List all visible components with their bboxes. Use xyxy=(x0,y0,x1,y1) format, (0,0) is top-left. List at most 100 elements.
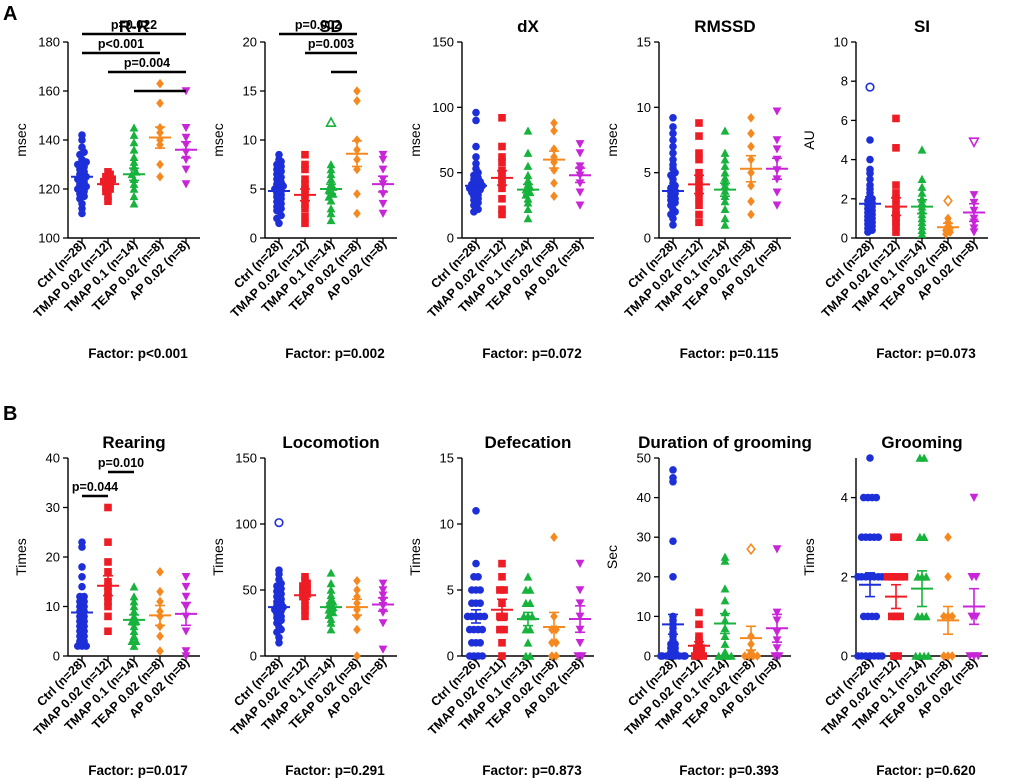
data-point xyxy=(892,144,900,152)
data-point xyxy=(575,201,585,210)
p-value-label: p=0.002 xyxy=(295,18,341,32)
data-point xyxy=(523,126,533,135)
data-point xyxy=(498,142,506,151)
data-point xyxy=(772,545,782,554)
data-point xyxy=(917,188,927,197)
y-tick-label: 150 xyxy=(432,35,454,50)
data-point xyxy=(472,142,480,151)
data-point xyxy=(129,179,139,188)
data-point xyxy=(476,639,485,647)
data-point xyxy=(866,175,874,183)
data-point xyxy=(669,129,677,138)
data-point xyxy=(498,195,506,203)
y-tick-label: 30 xyxy=(637,530,651,545)
data-point xyxy=(892,181,900,189)
data-point xyxy=(669,142,677,151)
data-point xyxy=(78,573,86,581)
data-point xyxy=(944,213,952,224)
y-tick-label: 0 xyxy=(250,649,257,664)
data-point xyxy=(720,214,730,223)
data-point xyxy=(78,582,86,591)
factor-p-value: Factor: p=0.115 xyxy=(680,346,779,361)
y-axis-label: msec xyxy=(210,123,226,156)
data-point xyxy=(156,567,164,577)
data-point xyxy=(669,113,677,122)
outlier-point xyxy=(746,542,756,556)
data-point xyxy=(866,454,874,462)
data-point xyxy=(104,558,112,566)
y-tick-label: 50 xyxy=(440,165,454,180)
data-point xyxy=(892,189,900,197)
data-point xyxy=(353,96,361,106)
data-point xyxy=(681,652,689,660)
data-point xyxy=(275,639,283,647)
data-point xyxy=(525,651,535,660)
factor-p-value: Factor: p=0.873 xyxy=(482,763,582,778)
data-point xyxy=(498,639,506,647)
data-point xyxy=(80,592,88,601)
data-point xyxy=(894,652,902,660)
data-point xyxy=(301,150,309,159)
data-point xyxy=(695,119,703,127)
p-value-label: p=0.022 xyxy=(111,18,157,32)
p-value-label: p<0.001 xyxy=(98,37,144,51)
data-point xyxy=(378,209,388,218)
data-point xyxy=(969,493,979,502)
data-point xyxy=(669,155,677,164)
data-point xyxy=(944,651,952,661)
data-point xyxy=(866,155,874,164)
data-point xyxy=(129,602,139,611)
data-point xyxy=(156,631,164,641)
data-point xyxy=(523,148,533,157)
data-point xyxy=(550,126,558,136)
data-point xyxy=(747,128,755,139)
data-point xyxy=(550,532,558,542)
y-tick-label: 40 xyxy=(637,490,651,505)
y-tick-label: 15 xyxy=(243,84,257,99)
data-point xyxy=(720,148,730,157)
y-axis-label: Times xyxy=(407,538,423,576)
data-point xyxy=(500,625,508,634)
panel-label-b: B xyxy=(3,403,17,425)
data-point xyxy=(378,155,388,164)
data-point xyxy=(378,165,388,174)
data-point xyxy=(940,651,948,661)
data-point xyxy=(472,507,480,515)
data-point xyxy=(328,608,338,617)
data-point xyxy=(181,180,191,189)
data-point xyxy=(129,138,139,147)
data-point xyxy=(669,149,677,157)
factor-p-value: Factor: p=0.073 xyxy=(876,346,976,361)
y-axis-label: msec xyxy=(407,123,423,156)
data-point xyxy=(747,180,755,191)
data-point xyxy=(720,631,730,640)
data-point xyxy=(523,161,533,170)
data-point xyxy=(523,176,533,185)
y-tick-label: 15 xyxy=(440,451,454,466)
y-tick-label: 40 xyxy=(46,451,60,466)
data-point xyxy=(944,532,952,542)
chart-title: RMSSD xyxy=(694,17,755,36)
data-point xyxy=(944,572,952,582)
data-point xyxy=(156,646,164,656)
data-point xyxy=(669,537,677,545)
data-point xyxy=(326,590,336,600)
data-point xyxy=(353,585,361,595)
y-axis-label: Times xyxy=(801,538,817,576)
data-point xyxy=(525,625,535,634)
y-tick-label: 5 xyxy=(644,165,651,180)
data-point xyxy=(866,181,874,189)
data-point xyxy=(740,651,749,661)
data-point xyxy=(129,191,139,201)
factor-p-value: Factor: p=0.291 xyxy=(285,763,385,778)
data-point xyxy=(774,652,784,661)
data-point xyxy=(181,647,191,656)
data-point xyxy=(575,586,585,595)
data-point xyxy=(478,652,487,660)
data-point xyxy=(940,611,948,622)
data-point xyxy=(129,607,139,616)
data-point xyxy=(523,572,533,581)
data-point xyxy=(720,639,730,648)
